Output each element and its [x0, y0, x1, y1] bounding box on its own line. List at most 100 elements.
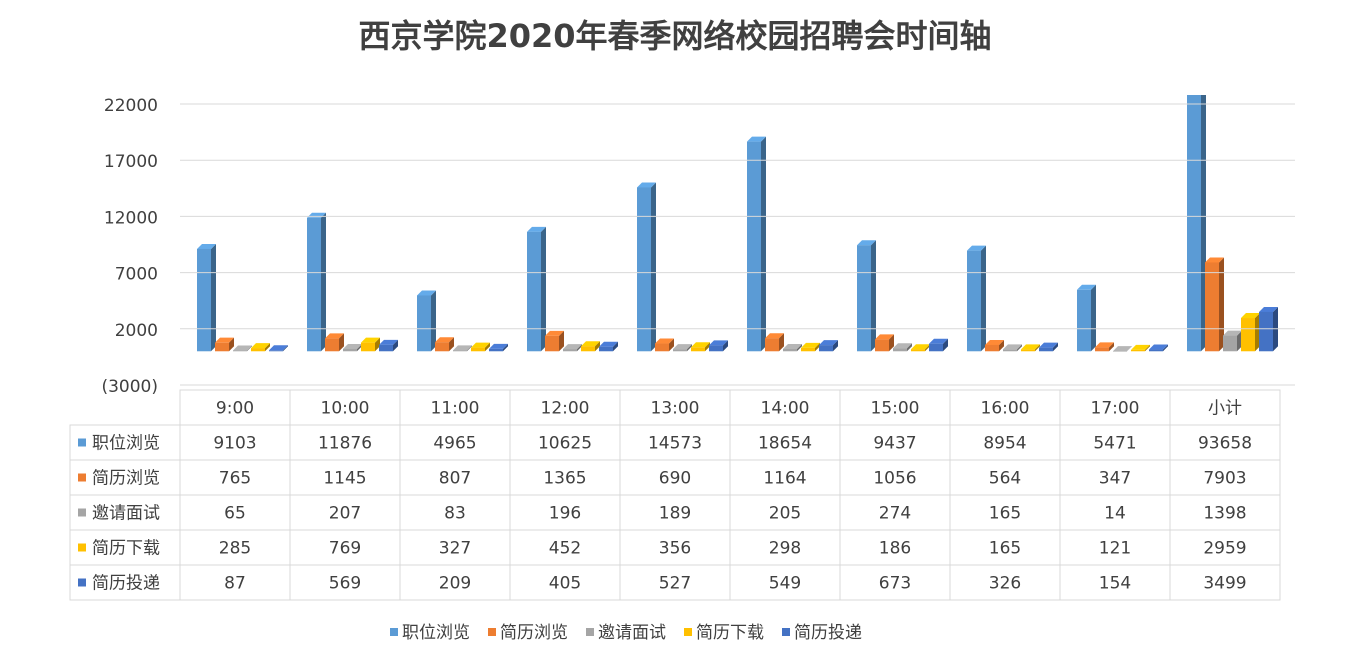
table-value: 83: [444, 504, 466, 524]
table-value: 356: [659, 539, 691, 559]
bar: [361, 342, 375, 352]
bar-side: [1127, 346, 1132, 352]
x-tick-label: 12:00: [541, 399, 590, 419]
bar: [269, 350, 283, 352]
bar: [1003, 349, 1017, 352]
bar: [747, 141, 761, 352]
bar-side: [541, 226, 546, 352]
table-value: 4965: [433, 434, 476, 454]
bar-side: [779, 333, 784, 352]
table-value: 10625: [538, 434, 592, 454]
bar: [307, 217, 321, 352]
table-value: 186: [879, 539, 911, 559]
bar: [471, 347, 485, 352]
bar-top: [637, 182, 656, 188]
bar-top: [1223, 330, 1242, 336]
table-value: 7903: [1203, 469, 1246, 489]
x-tick-label: 15:00: [871, 399, 920, 419]
table-value: 298: [769, 539, 801, 559]
plot: [197, 95, 1278, 352]
table-value: 8954: [983, 434, 1026, 454]
legend-key: [684, 628, 692, 636]
bar: [197, 248, 211, 352]
bar-side: [1255, 313, 1260, 352]
bar: [857, 245, 871, 352]
bar-side: [577, 344, 582, 352]
bar: [527, 231, 541, 352]
bar-top: [343, 343, 362, 349]
table-value: 189: [659, 504, 691, 524]
bar-side: [705, 342, 710, 352]
legend-label: 职位浏览: [402, 623, 470, 643]
y-tick-label: 22000: [104, 96, 158, 116]
bar-top: [1021, 344, 1040, 350]
bar-side: [393, 339, 398, 352]
bar: [801, 347, 815, 352]
bar-side: [651, 182, 656, 352]
table-value: 765: [219, 469, 251, 489]
table-value: 807: [439, 469, 471, 489]
table-value: 5471: [1093, 434, 1136, 454]
bar-top: [417, 290, 436, 296]
bar: [691, 347, 705, 352]
bar-side: [1145, 344, 1150, 352]
bar-top: [215, 337, 234, 343]
legend-key: [488, 628, 496, 636]
bar-side: [357, 343, 362, 352]
table-value: 205: [769, 504, 801, 524]
table-value: 207: [329, 504, 361, 524]
bar: [581, 346, 595, 352]
bar: [673, 349, 687, 352]
bar-top: [709, 340, 728, 346]
legend-label: 简历浏览: [500, 623, 568, 643]
bar: [1149, 349, 1163, 352]
bar-top: [819, 340, 838, 346]
x-tick-label: 11:00: [431, 399, 480, 419]
bar-side: [503, 343, 508, 352]
bar-top: [1095, 342, 1114, 348]
bar: [1039, 347, 1053, 352]
x-tick-label: 13:00: [651, 399, 700, 419]
bar: [1241, 318, 1255, 352]
table-value: 18654: [758, 434, 812, 454]
bar-top: [1259, 306, 1278, 312]
bar-top: [379, 339, 398, 345]
bar: [545, 335, 559, 352]
table-value: 165: [989, 504, 1021, 524]
bar-side: [559, 330, 564, 352]
bar: [417, 295, 431, 352]
x-tick-label: 17:00: [1091, 399, 1140, 419]
y-tick-label: 17000: [104, 152, 158, 172]
table-value: 549: [769, 574, 801, 594]
bar-top: [361, 337, 380, 343]
table-value: 285: [219, 539, 251, 559]
bar: [637, 187, 651, 352]
bar-top: [251, 343, 270, 349]
bar: [251, 348, 265, 352]
row-label: 简历投递: [92, 574, 160, 594]
bar: [893, 348, 907, 352]
bar-side: [211, 243, 216, 352]
bar-side: [925, 344, 930, 352]
bar: [929, 343, 943, 352]
bar: [1021, 349, 1035, 352]
bar-top: [985, 339, 1004, 345]
legend-key: [390, 628, 398, 636]
bar-side: [613, 341, 618, 352]
bar-side: [467, 345, 472, 352]
bar-top: [673, 344, 692, 350]
table-value: 93658: [1198, 434, 1252, 454]
bar-side: [999, 339, 1004, 352]
bar: [765, 338, 779, 352]
legend-key: [78, 578, 86, 587]
bar: [709, 345, 723, 352]
bar-side: [871, 240, 876, 352]
bar-top: [765, 333, 784, 339]
bar: [1095, 347, 1109, 352]
y-tick-label: 2000: [115, 321, 158, 341]
table-cell: [1169, 564, 1281, 601]
y-tick-label: 12000: [104, 208, 158, 228]
bar: [325, 338, 339, 352]
bar-top: [967, 245, 986, 251]
y-tick-label: (3000): [101, 377, 158, 397]
